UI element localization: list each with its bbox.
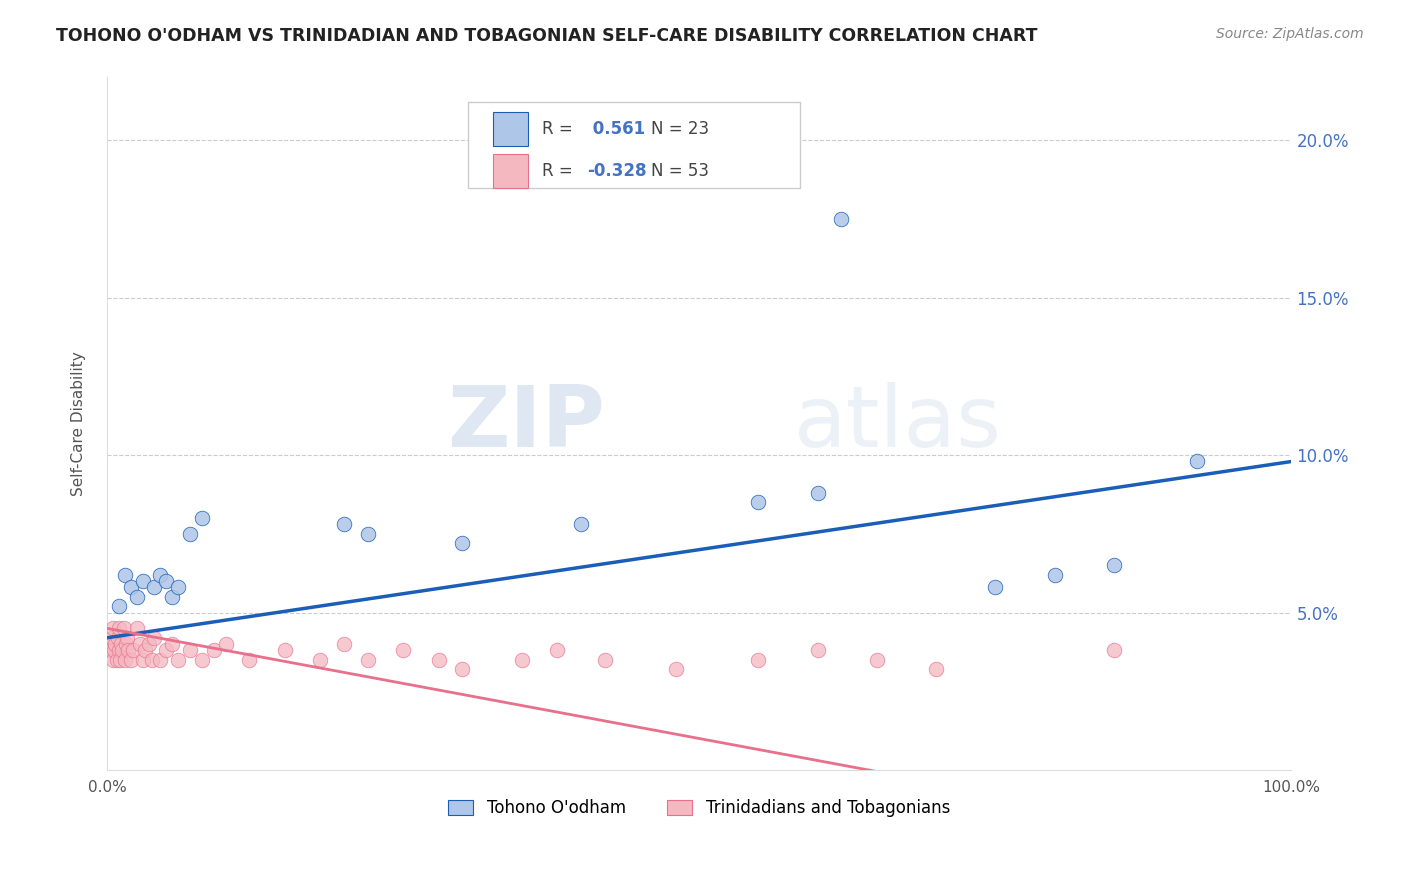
Point <box>830 212 852 227</box>
Point <box>149 567 172 582</box>
Point <box>120 581 142 595</box>
Point <box>807 643 830 657</box>
Point <box>593 653 616 667</box>
Point <box>108 653 131 667</box>
Point <box>333 517 356 532</box>
Point <box>131 653 153 667</box>
Point <box>167 581 190 595</box>
Point <box>114 653 136 667</box>
Point <box>111 643 134 657</box>
Text: R =: R = <box>541 162 578 180</box>
Text: atlas: atlas <box>794 382 1002 466</box>
Text: Source: ZipAtlas.com: Source: ZipAtlas.com <box>1216 27 1364 41</box>
Point <box>333 637 356 651</box>
Point <box>866 653 889 667</box>
Point <box>112 621 135 635</box>
Point <box>98 637 121 651</box>
Point <box>103 643 125 657</box>
Point <box>451 662 474 676</box>
Point <box>546 643 568 657</box>
Point <box>1185 454 1208 468</box>
Point <box>155 574 177 588</box>
Point <box>160 590 183 604</box>
Point <box>807 486 830 500</box>
Point <box>134 643 156 657</box>
Text: R =: R = <box>541 120 578 138</box>
Point <box>510 653 533 667</box>
Point <box>214 637 236 651</box>
Point <box>101 653 124 667</box>
Point <box>114 567 136 582</box>
Point <box>392 643 415 657</box>
Point <box>191 653 214 667</box>
FancyBboxPatch shape <box>494 154 527 188</box>
Point <box>117 643 139 657</box>
Point <box>108 621 131 635</box>
Point <box>569 517 592 532</box>
Y-axis label: Self-Care Disability: Self-Care Disability <box>72 351 86 496</box>
Text: 0.561: 0.561 <box>586 120 645 138</box>
Point <box>138 637 160 651</box>
Point <box>451 536 474 550</box>
Text: TOHONO O'ODHAM VS TRINIDADIAN AND TOBAGONIAN SELF-CARE DISABILITY CORRELATION CH: TOHONO O'ODHAM VS TRINIDADIAN AND TOBAGO… <box>56 27 1038 45</box>
Point <box>105 653 128 667</box>
Point <box>160 637 183 651</box>
Point <box>101 631 124 645</box>
Point <box>427 653 450 667</box>
Point <box>167 653 190 667</box>
Point <box>107 631 129 645</box>
Point <box>179 643 201 657</box>
Point <box>747 653 769 667</box>
Point <box>1102 558 1125 573</box>
Text: N = 23: N = 23 <box>651 120 709 138</box>
Text: ZIP: ZIP <box>447 382 605 466</box>
Point <box>143 631 166 645</box>
Point <box>202 643 225 657</box>
Point <box>179 527 201 541</box>
Point <box>100 643 122 657</box>
Point <box>115 631 138 645</box>
Point <box>238 653 260 667</box>
Point <box>1102 643 1125 657</box>
Legend: Tohono O'odham, Trinidadians and Tobagonians: Tohono O'odham, Trinidadians and Tobagon… <box>441 793 957 824</box>
Point <box>149 653 172 667</box>
Point <box>356 527 378 541</box>
Point <box>131 574 153 588</box>
Point <box>274 643 297 657</box>
FancyBboxPatch shape <box>468 102 800 188</box>
Point <box>108 599 131 614</box>
Point <box>115 637 138 651</box>
FancyBboxPatch shape <box>494 112 527 146</box>
Point <box>110 637 132 651</box>
Point <box>120 653 142 667</box>
Text: N = 53: N = 53 <box>651 162 709 180</box>
Point <box>984 581 1007 595</box>
Point <box>1043 567 1066 582</box>
Point <box>129 637 152 651</box>
Point <box>104 637 127 651</box>
Point <box>309 653 332 667</box>
Point <box>143 581 166 595</box>
Text: -0.328: -0.328 <box>586 162 647 180</box>
Point <box>155 643 177 657</box>
Point <box>122 643 145 657</box>
Point <box>191 511 214 525</box>
Point <box>125 621 148 635</box>
Point <box>747 495 769 509</box>
Point <box>125 590 148 604</box>
Point <box>925 662 948 676</box>
Point <box>101 621 124 635</box>
Point <box>141 653 163 667</box>
Point <box>108 643 131 657</box>
Point <box>664 662 686 676</box>
Point <box>356 653 378 667</box>
